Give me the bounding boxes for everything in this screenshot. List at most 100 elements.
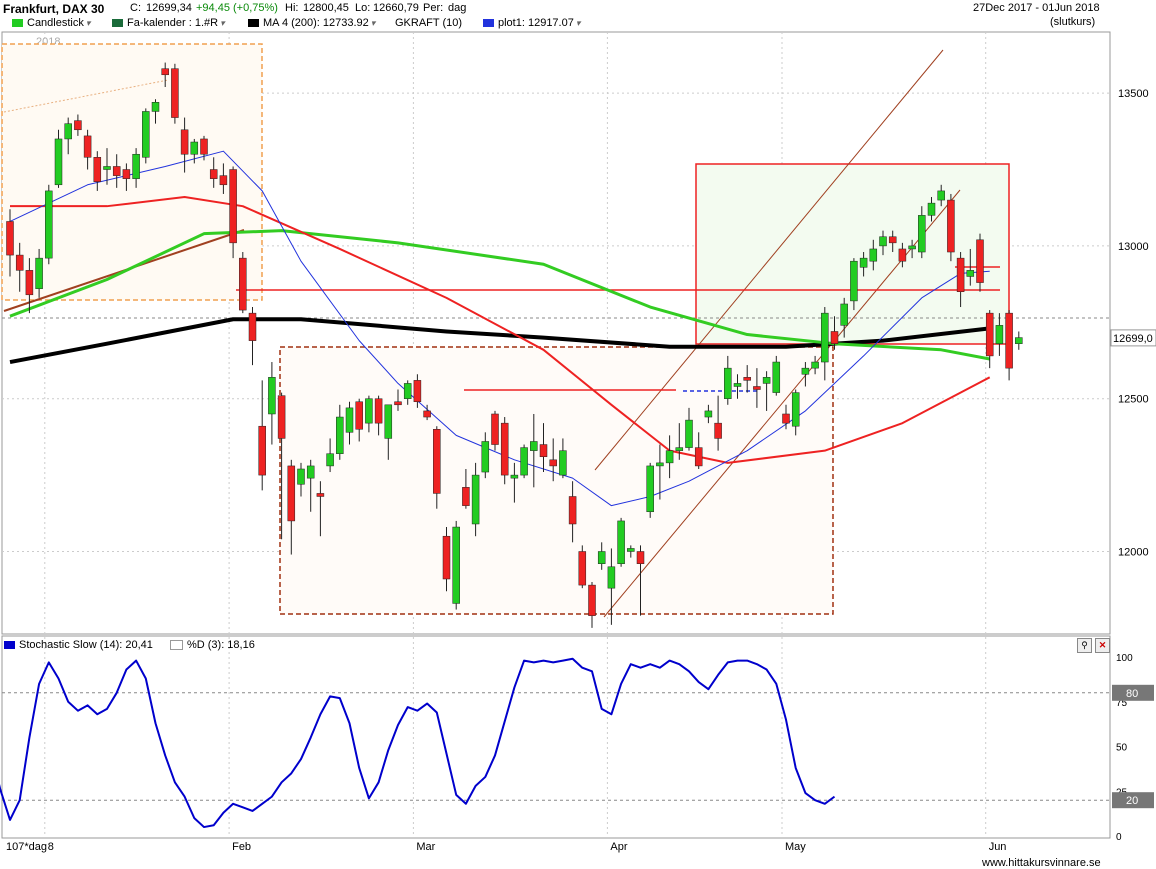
candle <box>200 135 208 161</box>
candle <box>423 404 431 421</box>
legend-candlestick[interactable]: Candlestick ▾ <box>12 17 90 29</box>
candle-body <box>423 410 431 418</box>
legend-fa-kalender[interactable]: Fa-kalender : 1.#R ▾ <box>112 17 225 29</box>
candle-body <box>374 398 383 424</box>
candle <box>462 468 470 509</box>
period-value: dag <box>448 2 467 14</box>
candle-body <box>413 380 422 403</box>
candle <box>966 248 975 286</box>
candle-body <box>607 566 616 589</box>
stochastic-tick-label: 0 <box>1116 832 1122 843</box>
candle-body <box>336 416 344 454</box>
candle <box>956 252 965 308</box>
change-value: +94,45 (+0,75%) <box>196 2 278 14</box>
candle-body <box>985 312 994 357</box>
candle <box>103 148 111 185</box>
candle <box>433 426 441 509</box>
candle-body <box>74 120 82 131</box>
candle <box>908 239 916 259</box>
candle <box>665 435 674 479</box>
candle <box>791 389 800 436</box>
candle-body <box>403 383 412 399</box>
time-tick-label: Mar <box>416 841 435 853</box>
candle <box>646 462 654 518</box>
price-tick-label: 13500 <box>1118 88 1149 100</box>
candle-body <box>277 395 286 439</box>
candle-body <box>782 413 790 424</box>
candle <box>413 374 422 408</box>
candle <box>384 404 393 460</box>
candle <box>45 184 53 265</box>
candle <box>394 389 402 411</box>
candle-body <box>937 190 945 201</box>
candle-body <box>646 465 654 513</box>
candle-body <box>25 270 34 296</box>
candle <box>171 63 179 124</box>
candle-body <box>588 584 596 616</box>
candle-body <box>132 153 140 179</box>
candle <box>403 380 412 405</box>
close-value: 12699,34 <box>146 2 192 14</box>
last-price-box <box>1110 329 1156 347</box>
candle <box>209 157 218 188</box>
bars-count-label: 107*dag <box>6 841 47 853</box>
stochastic-level-box <box>1112 684 1154 701</box>
legend-plot1[interactable]: plot1: 12917.07 ▾ <box>483 17 580 29</box>
candle-body <box>791 392 800 427</box>
candle-body <box>326 453 334 467</box>
stochastic-tick-label: 100 <box>1116 653 1133 664</box>
candle-body <box>559 450 567 476</box>
candle-body <box>142 111 150 158</box>
candle-body <box>801 367 810 375</box>
zoom-icon[interactable]: ⚲ <box>1077 638 1092 653</box>
candle-body <box>995 325 1004 344</box>
candle <box>345 401 354 445</box>
candle-body <box>850 260 858 302</box>
candle <box>694 432 703 469</box>
candle <box>850 258 858 311</box>
dropdown-arrow-icon[interactable]: ▾ <box>370 18 376 28</box>
time-tick-label: Apr <box>610 841 627 853</box>
candle-body <box>976 239 984 283</box>
candle-body <box>93 157 102 182</box>
dropdown-arrow-icon[interactable]: ▾ <box>85 18 91 28</box>
candle <box>927 197 936 222</box>
candle <box>995 313 1004 356</box>
candle-body <box>753 386 761 390</box>
legend-gkraft[interactable]: GKRAFT (10) <box>395 17 463 29</box>
time-tick-label: 8 <box>48 841 54 853</box>
legend-ma[interactable]: MA 4 (200): 12733.92 ▾ <box>248 17 375 29</box>
candle-body <box>830 331 839 344</box>
candle <box>762 371 771 411</box>
candle-body <box>345 407 354 433</box>
candle <box>25 258 34 314</box>
watermark-text: www.hittakursvinnare.se <box>981 857 1101 869</box>
candle <box>316 481 325 537</box>
candle <box>830 316 839 350</box>
candle <box>500 417 509 485</box>
candle <box>471 462 480 537</box>
candle <box>277 392 286 540</box>
candle-body <box>888 236 897 244</box>
time-tick-label: Feb <box>232 841 251 853</box>
close-icon[interactable]: ✕ <box>1095 638 1110 653</box>
candle <box>54 129 63 188</box>
candle-body <box>908 245 916 250</box>
candle-body <box>704 410 713 418</box>
candle <box>685 407 693 451</box>
dropdown-arrow-icon[interactable]: ▾ <box>220 18 225 28</box>
candle <box>355 398 363 442</box>
moving-average-line <box>10 196 991 464</box>
candle-body <box>811 361 819 369</box>
candle-body <box>297 468 305 485</box>
candle-body <box>481 441 490 473</box>
candle <box>559 438 567 479</box>
stochastic-level-label: 20 <box>1126 795 1138 807</box>
dropdown-arrow-icon[interactable]: ▾ <box>575 18 581 28</box>
candle <box>656 444 664 500</box>
candle <box>93 151 102 191</box>
candle-body <box>103 166 111 170</box>
stochastic-plot-frame <box>1 635 1111 839</box>
candle <box>801 362 810 387</box>
